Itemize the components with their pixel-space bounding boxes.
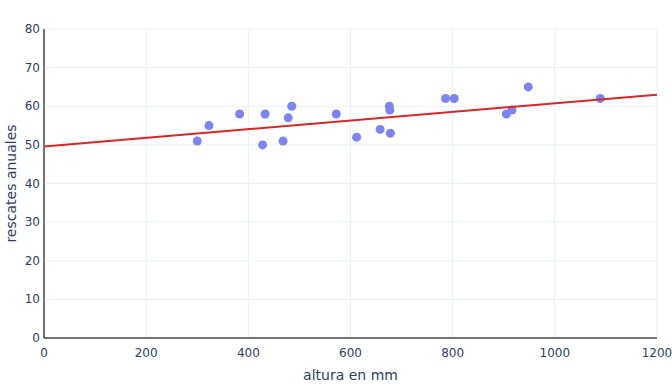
y-tick-label: 80 bbox=[25, 22, 40, 36]
x-tick-label: 0 bbox=[40, 346, 48, 360]
scatter-point bbox=[524, 82, 533, 91]
scatter-point bbox=[441, 94, 450, 103]
y-grid-line bbox=[44, 222, 657, 223]
y-tick-label: 50 bbox=[25, 138, 40, 152]
scatter-point bbox=[287, 102, 296, 111]
y-tick-label: 70 bbox=[25, 61, 40, 75]
scatter-point bbox=[261, 109, 270, 118]
y-tick-label: 60 bbox=[25, 99, 40, 113]
x-tick-label: 200 bbox=[135, 346, 158, 360]
y-grid-line bbox=[44, 106, 657, 107]
x-tick-label: 600 bbox=[339, 346, 362, 360]
y-tick-label: 0 bbox=[32, 331, 40, 345]
y-grid-line bbox=[44, 299, 657, 300]
y-axis-label: rescates anuales bbox=[3, 124, 19, 242]
y-tick-label: 40 bbox=[25, 177, 40, 191]
chart: 0 200 400 600 800 1000 1200 0 10 20 30 40 50 60 70 80 al… bbox=[0, 0, 672, 384]
y-grid-line bbox=[44, 29, 657, 30]
scatter-point bbox=[235, 109, 244, 118]
y-grid-line bbox=[44, 144, 657, 145]
y-tick-label: 30 bbox=[25, 215, 40, 229]
y-grid-line bbox=[44, 338, 657, 339]
scatter-point bbox=[386, 129, 395, 138]
y-grid-line bbox=[44, 183, 657, 184]
x-axis-label: altura en mm bbox=[303, 367, 398, 383]
scatter-point bbox=[193, 137, 202, 146]
trend-line bbox=[44, 95, 657, 147]
grid bbox=[44, 29, 657, 338]
scatter-point bbox=[284, 113, 293, 122]
scatter-point bbox=[204, 121, 213, 130]
plot-area bbox=[44, 82, 657, 149]
scatter-point bbox=[385, 106, 394, 115]
scatter-point bbox=[450, 94, 459, 103]
scatter-point bbox=[332, 109, 341, 118]
x-tick-label: 1200 bbox=[642, 346, 672, 360]
scatter-point bbox=[279, 137, 288, 146]
x-tick-label: 800 bbox=[441, 346, 464, 360]
scatter-point bbox=[376, 125, 385, 134]
scatter-point bbox=[352, 133, 361, 142]
x-grid-line bbox=[44, 29, 45, 338]
scatter-point bbox=[258, 140, 267, 149]
y-axis-line bbox=[44, 29, 45, 338]
x-tick-label: 400 bbox=[237, 346, 260, 360]
y-tick-label: 10 bbox=[25, 292, 40, 306]
x-tick-label: 1000 bbox=[540, 346, 571, 360]
x-axis-line bbox=[44, 338, 657, 339]
y-grid-line bbox=[44, 260, 657, 261]
y-grid-line bbox=[44, 67, 657, 68]
y-tick-label: 20 bbox=[25, 254, 40, 268]
